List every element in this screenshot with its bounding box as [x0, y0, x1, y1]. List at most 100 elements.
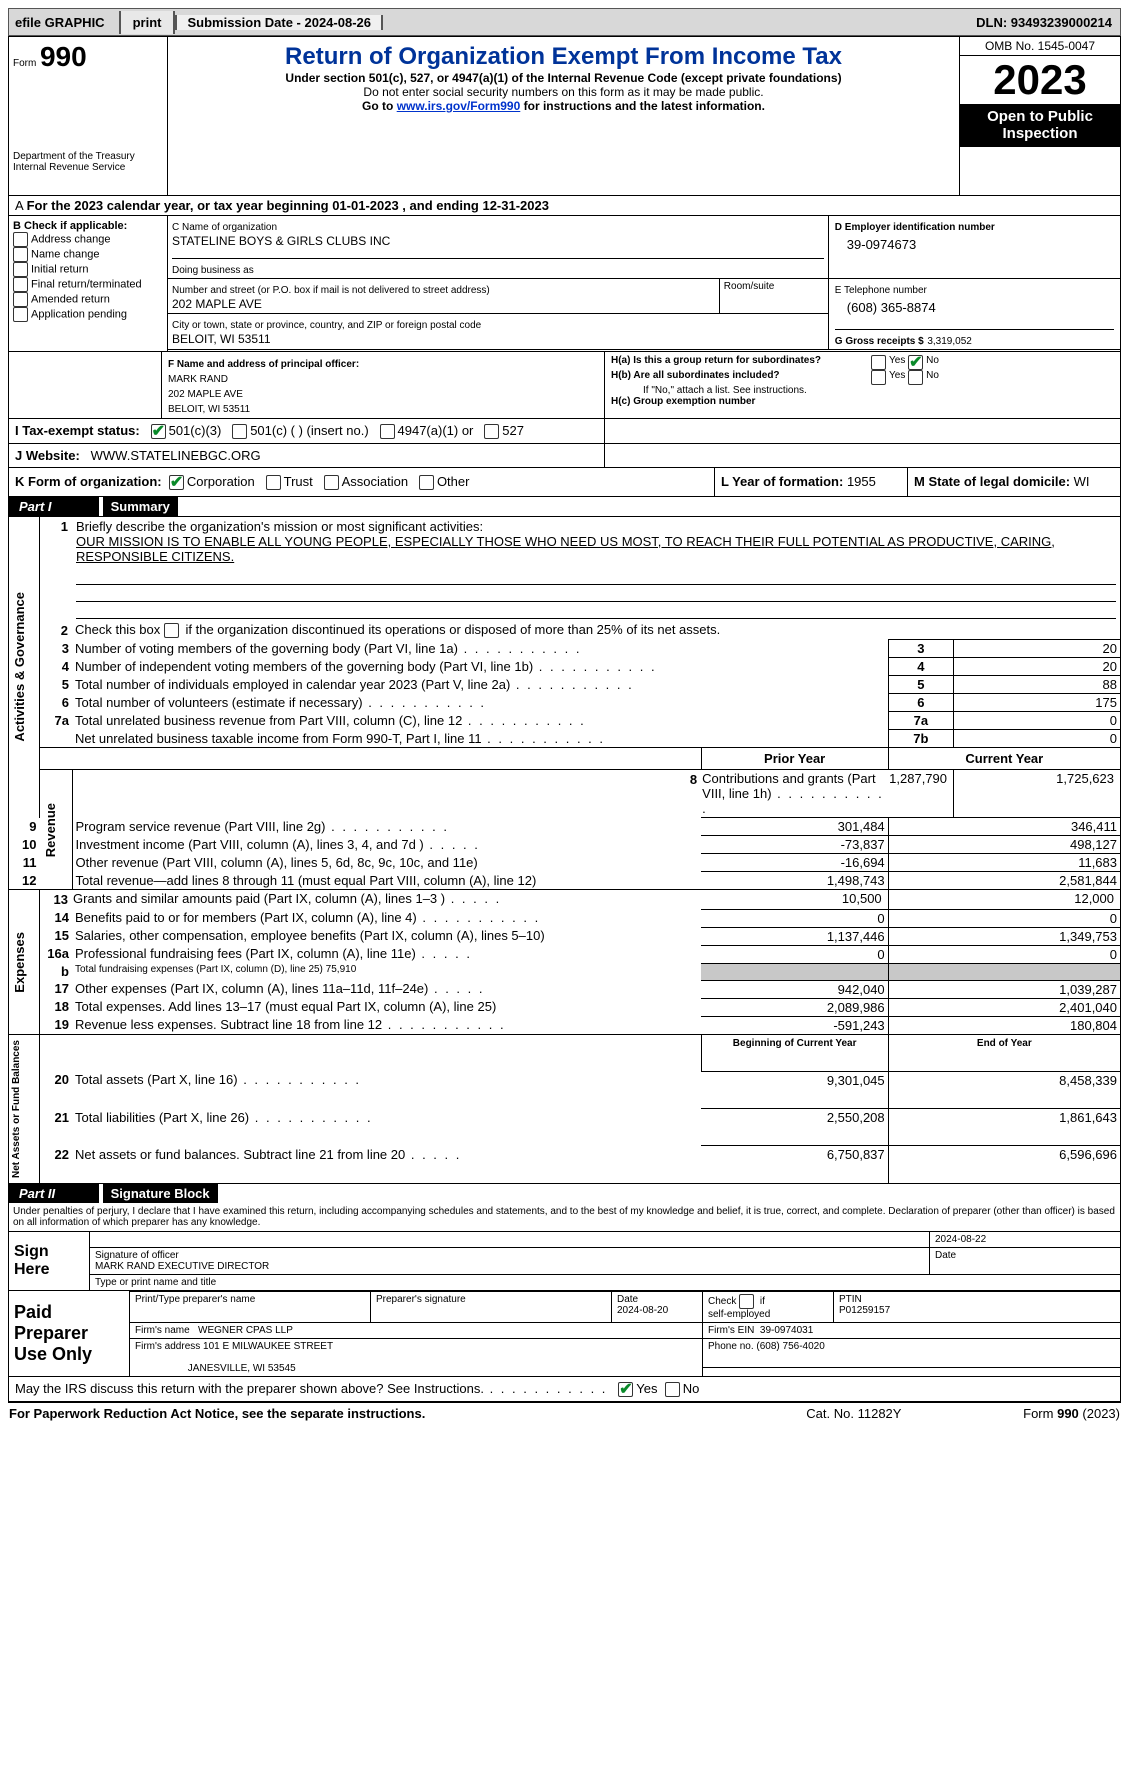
j-label: J Website: — [15, 448, 80, 463]
ag-3: Number of voting members of the governin… — [75, 641, 581, 656]
form-subtitle-1: Under section 501(c), 527, or 4947(a)(1)… — [176, 71, 951, 85]
cb-trust[interactable] — [266, 475, 281, 490]
q1-text: OUR MISSION IS TO ENABLE ALL YOUNG PEOPL… — [76, 534, 1055, 564]
firm-addr-label: Firm's address — [135, 1341, 200, 1352]
city-label: City or town, state or province, country… — [172, 320, 481, 331]
pp-date: 2024-08-20 — [617, 1305, 668, 1316]
col-eoy: End of Year — [888, 1034, 1120, 1071]
ha-no[interactable] — [908, 355, 923, 370]
ag-6: Total number of volunteers (estimate if … — [75, 695, 486, 710]
na-22: Net assets or fund balances. Subtract li… — [75, 1147, 461, 1162]
goto-pre: Go to — [362, 99, 397, 113]
hb-yes[interactable] — [871, 370, 886, 385]
discuss-text: May the IRS discuss this return with the… — [15, 1381, 607, 1396]
cb-association[interactable] — [324, 475, 339, 490]
cb-amended-return[interactable] — [13, 292, 28, 307]
pp-name-label: Print/Type preparer's name — [130, 1291, 371, 1322]
vlabel-exp: Expenses — [10, 928, 29, 997]
col-boy: Beginning of Current Year — [701, 1034, 888, 1071]
ag-7b: Net unrelated business taxable income fr… — [75, 731, 605, 746]
f-addr: 202 MAPLE AVE — [168, 389, 243, 400]
paperwork-notice: For Paperwork Reduction Act Notice, see … — [9, 1406, 425, 1421]
cb-501c3[interactable] — [151, 424, 166, 439]
sig-date-top: 2024-08-22 — [930, 1232, 1121, 1248]
hb-no[interactable] — [908, 370, 923, 385]
rev-8-cy: 1,725,623 — [954, 770, 1121, 818]
cb-initial-return[interactable] — [13, 262, 28, 277]
ag-4: Number of independent voting members of … — [75, 659, 657, 674]
cb-corporation[interactable] — [169, 475, 184, 490]
omb-number: OMB No. 1545-0047 — [960, 37, 1120, 56]
sign-here: Sign Here — [9, 1232, 90, 1291]
na-20: Total assets (Part X, line 16) — [75, 1072, 361, 1087]
form-subtitle-2: Do not enter social security numbers on … — [176, 85, 951, 99]
room-label: Room/suite — [719, 278, 828, 314]
rev-12: Total revenue—add lines 8 through 11 (mu… — [76, 873, 537, 888]
rev-10: Investment income (Part VIII, column (A)… — [76, 837, 480, 852]
form990-link[interactable]: www.irs.gov/Form990 — [397, 99, 521, 113]
discuss-yes[interactable] — [618, 1382, 633, 1397]
b-label: B Check if applicable: — [13, 220, 127, 232]
part2-title: Signature Block — [103, 1184, 218, 1203]
cb-self-employed[interactable] — [739, 1294, 754, 1309]
dba-label: Doing business as — [172, 265, 254, 276]
website-link[interactable]: WWW.STATELINEBGC.ORG — [91, 448, 261, 463]
exp-13: Grants and similar amounts paid (Part IX… — [73, 891, 501, 906]
cb-name-change[interactable] — [13, 247, 28, 262]
c-label: C Name of organization — [172, 222, 277, 233]
i-label: I Tax-exempt status: — [15, 423, 140, 438]
k-label: K Form of organization: — [15, 474, 162, 489]
ag-7a: Total unrelated business revenue from Pa… — [75, 713, 586, 728]
hc-label: H(c) Group exemption number — [611, 396, 755, 407]
m-label: M State of legal domicile: — [914, 474, 1074, 489]
cb-address-change[interactable] — [13, 232, 28, 247]
sig-type-label: Type or print name and title — [90, 1274, 1121, 1290]
col-current: Current Year — [888, 748, 1120, 770]
col-prior: Prior Year — [701, 748, 888, 770]
cb-other[interactable] — [419, 475, 434, 490]
form-footer: Form 990 (2023) — [942, 1402, 1121, 1422]
l-label: L Year of formation: — [721, 474, 847, 489]
cb-final-return[interactable] — [13, 277, 28, 292]
efile-label: efile GRAPHIC — [15, 15, 105, 30]
firm-city: JANESVILLE, WI 53545 — [188, 1363, 296, 1374]
part1-header: Part I — [9, 497, 99, 516]
ag-5: Total number of individuals employed in … — [75, 677, 634, 692]
cb-discontinued[interactable] — [164, 623, 179, 638]
form-number: 990 — [40, 41, 87, 72]
ag-4-val: 20 — [954, 658, 1121, 676]
ha-label: H(a) Is this a group return for subordin… — [611, 355, 871, 370]
firm-addr: 101 E MILWAUKEE STREET — [203, 1341, 333, 1352]
e-label: E Telephone number — [835, 285, 927, 296]
print-button[interactable]: print — [119, 11, 176, 34]
cb-527[interactable] — [484, 424, 499, 439]
cb-4947[interactable] — [380, 424, 395, 439]
sig-date-label: Date — [930, 1247, 1121, 1274]
vlabel-ag: Activities & Governance — [10, 588, 29, 746]
g-label: G Gross receipts $ — [835, 336, 924, 347]
submission-date: Submission Date - 2024-08-26 — [175, 15, 383, 30]
dln: DLN: 93493239000214 — [976, 15, 1120, 30]
exp-15: Salaries, other compensation, employee b… — [75, 928, 545, 943]
firm-ein: 39-0974031 — [760, 1325, 813, 1336]
ha-yes[interactable] — [871, 355, 886, 370]
pp-check: Check ifself-employed — [703, 1291, 834, 1322]
c-name: STATELINE BOYS & GIRLS CLUBS INC — [172, 234, 390, 248]
d-ein: 39-0974673 — [835, 233, 1114, 252]
paid-preparer: Paid Preparer Use Only — [9, 1291, 130, 1376]
cat-no: Cat. No. 11282Y — [766, 1402, 942, 1422]
discuss-no[interactable] — [665, 1382, 680, 1397]
ag-7b-val: 0 — [954, 730, 1121, 748]
firm-phone: (608) 756-4020 — [756, 1341, 824, 1352]
exp-14: Benefits paid to or for members (Part IX… — [75, 910, 540, 925]
d-label: D Employer identification number — [835, 222, 995, 233]
form-title: Return of Organization Exempt From Incom… — [176, 43, 951, 71]
goto-post: for instructions and the latest informat… — [524, 99, 765, 113]
e-phone: (608) 365-8874 — [835, 296, 1114, 315]
rev-8: Contributions and grants (Part VIII, lin… — [702, 771, 884, 816]
cb-501c[interactable] — [232, 424, 247, 439]
topbar-left: efile GRAPHIC print Submission Date - 20… — [9, 11, 383, 34]
sig-officer-label: Signature of officer — [95, 1250, 179, 1261]
cb-application-pending[interactable] — [13, 307, 28, 322]
pp-ptin: P01259157 — [839, 1305, 890, 1316]
